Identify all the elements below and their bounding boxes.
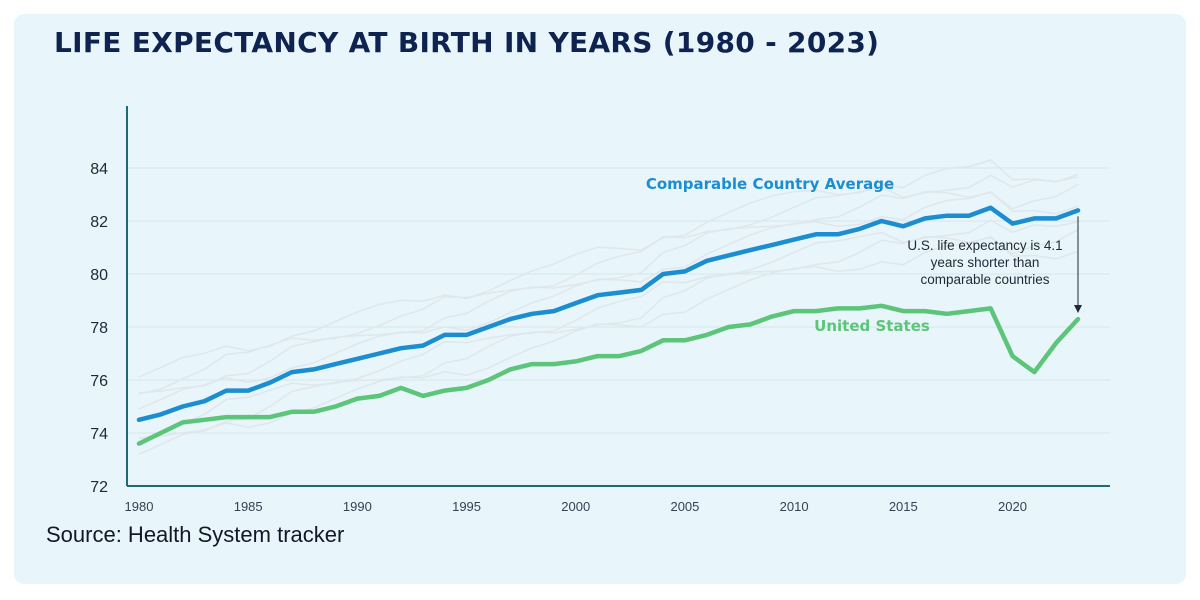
y-tick-74: 74 (90, 426, 108, 443)
x-axis-ticks: 1980 1985 1990 1995 2000 2005 2010 2015 2020 (125, 499, 1027, 514)
label-comparable-country-average: Comparable Country Average (646, 175, 894, 193)
y-tick-84: 84 (90, 161, 108, 178)
chart-title: LIFE EXPECTANCY AT BIRTH IN YEARS (1980 … (54, 26, 880, 59)
annotation-arrowhead (1074, 305, 1082, 314)
source-note: Source: Health System tracker (46, 522, 345, 547)
annotation-text-line: comparable countries (920, 272, 1049, 287)
axes (126, 106, 1110, 487)
background-line (138, 159, 1079, 378)
x-tick-1990: 1990 (343, 499, 372, 514)
annotation: U.S. life expectancy is 4.1 years shorter… (907, 216, 1082, 314)
y-tick-82: 82 (90, 214, 108, 231)
background-country-lines (138, 159, 1079, 455)
x-tick-2015: 2015 (889, 499, 918, 514)
comparable-country-line (136, 205, 1081, 423)
background-line (138, 219, 1079, 440)
chart-card (14, 14, 1186, 584)
x-tick-2020: 2020 (998, 499, 1027, 514)
x-tick-1995: 1995 (452, 499, 481, 514)
x-tick-2005: 2005 (670, 499, 699, 514)
series-labels: Comparable Country Average United States (646, 175, 930, 335)
series-lines (136, 205, 1081, 446)
x-tick-1985: 1985 (234, 499, 263, 514)
x-tick-2010: 2010 (780, 499, 809, 514)
y-tick-76: 76 (90, 373, 108, 390)
label-united-states: United States (814, 317, 930, 335)
united-states-line (136, 303, 1081, 446)
y-tick-72: 72 (90, 479, 108, 496)
y-tick-80: 80 (90, 267, 108, 284)
annotation-text-line: U.S. life expectancy is 4.1 (907, 238, 1062, 253)
grid-lines (127, 167, 1110, 434)
y-tick-78: 78 (90, 320, 108, 337)
y-axis-ticks: 72 74 76 78 80 82 84 (90, 161, 108, 496)
x-tick-2000: 2000 (561, 499, 590, 514)
x-tick-1980: 1980 (125, 499, 154, 514)
background-line (138, 174, 1079, 395)
annotation-text-line: years shorter than (931, 255, 1040, 270)
